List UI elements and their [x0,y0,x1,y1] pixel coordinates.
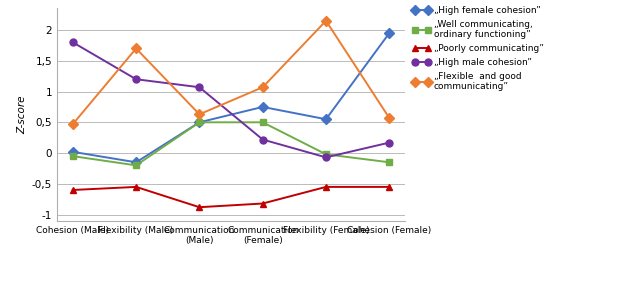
„High male cohesion” [322,156,330,159]
„High female cohesion” [196,121,203,124]
„Well communicating,
ordinary functioning” [196,121,203,124]
„High male cohesion” [385,141,393,144]
Line: „High female cohesion”: „High female cohesion” [70,30,392,166]
„High female cohesion” [259,105,266,109]
„High female cohesion” [132,160,140,164]
„Well communicating,
ordinary functioning” [69,155,77,158]
„Flexible  and good
communicating” [259,85,266,89]
„Well communicating,
ordinary functioning” [132,164,140,167]
„Flexible  and good
communicating” [132,47,140,50]
„Flexible  and good
communicating” [322,19,330,22]
„High female cohesion” [322,117,330,121]
Line: „Flexible  and good
communicating”: „Flexible and good communicating” [70,17,392,128]
„Well communicating,
ordinary functioning” [322,153,330,156]
„Poorly communicating” [69,188,77,192]
„Poorly communicating” [259,202,266,205]
„High female cohesion” [385,31,393,35]
„Poorly communicating” [196,205,203,209]
„High male cohesion” [69,41,77,44]
„High male cohesion” [196,85,203,89]
„Poorly communicating” [132,185,140,188]
„Flexible  and good
communicating” [385,116,393,120]
„Well communicating,
ordinary functioning” [385,160,393,164]
„Poorly communicating” [322,185,330,188]
„Well communicating,
ordinary functioning” [259,121,266,124]
Legend: „High female cohesion”, „Well communicating,
ordinary functioning”, „Poorly comm: „High female cohesion”, „Well communicat… [409,2,548,95]
„High male cohesion” [259,138,266,141]
„Flexible  and good
communicating” [196,113,203,116]
„Flexible  and good
communicating” [69,123,77,126]
Line: „Poorly communicating”: „Poorly communicating” [70,183,392,211]
Y-axis label: Z-score: Z-score [18,95,28,134]
„Poorly communicating” [385,185,393,188]
„High female cohesion” [69,150,77,154]
Line: „Well communicating,
ordinary functioning”: „Well communicating, ordinary functionin… [70,119,392,169]
„High male cohesion” [132,78,140,81]
Line: „High male cohesion”: „High male cohesion” [70,39,392,161]
